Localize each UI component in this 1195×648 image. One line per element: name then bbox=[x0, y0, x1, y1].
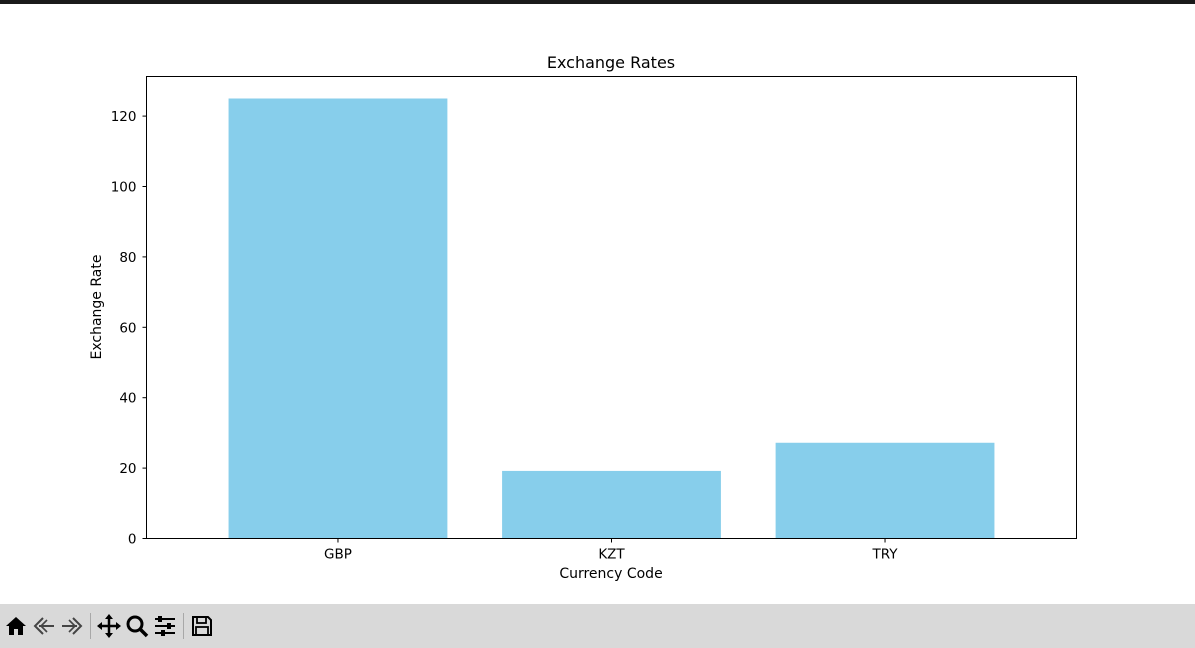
pan-button[interactable] bbox=[95, 611, 123, 641]
bar-gbp bbox=[228, 98, 448, 539]
navigation-toolbar bbox=[0, 604, 1195, 648]
back-icon bbox=[33, 617, 54, 635]
y-tick-label: 20 bbox=[119, 461, 136, 477]
y-tick-label: 40 bbox=[119, 391, 136, 407]
y-axis-label: Exchange Rate bbox=[89, 255, 105, 360]
home-icon bbox=[6, 617, 26, 635]
pan-icon bbox=[97, 614, 121, 638]
y-tick-label: 80 bbox=[119, 250, 136, 266]
back-button[interactable] bbox=[30, 611, 58, 641]
bar-try bbox=[775, 442, 995, 539]
y-tick-label: 100 bbox=[111, 180, 137, 196]
save-icon bbox=[192, 616, 212, 636]
forward-button[interactable] bbox=[58, 611, 86, 641]
window-top-border bbox=[0, 0, 1195, 4]
configure-icon bbox=[155, 616, 175, 636]
toolbar-separator bbox=[90, 613, 91, 639]
y-tick-label: 120 bbox=[111, 109, 137, 125]
x-tick-label-kzt: KZT bbox=[598, 547, 625, 563]
save-button[interactable] bbox=[188, 611, 216, 641]
chart-title: Exchange Rates bbox=[547, 53, 675, 72]
forward-icon bbox=[62, 617, 83, 635]
home-button[interactable] bbox=[2, 611, 30, 641]
y-axis-ticks: 0 20 40 60 80 100 120 bbox=[111, 109, 147, 548]
y-tick-label: 0 bbox=[128, 532, 137, 548]
toolbar-separator bbox=[183, 613, 184, 639]
bars-group bbox=[228, 98, 995, 539]
bar-kzt bbox=[502, 470, 721, 539]
x-tick-label-gbp: GBP bbox=[324, 547, 352, 563]
figure-canvas: Exchange Rates 0 20 40 60 80 100 120 GBP KZT TRY… bbox=[0, 4, 1195, 604]
configure-subplots-button[interactable] bbox=[151, 611, 179, 641]
x-axis-label: Currency Code bbox=[559, 566, 662, 582]
bar-chart: Exchange Rates 0 20 40 60 80 100 120 GBP KZT TRY… bbox=[89, 53, 1077, 582]
zoom-button[interactable] bbox=[123, 611, 151, 641]
zoom-icon bbox=[126, 615, 149, 638]
y-tick-label: 60 bbox=[119, 320, 136, 336]
x-tick-label-try: TRY bbox=[872, 547, 899, 563]
x-axis-ticks: GBP KZT TRY bbox=[324, 538, 899, 563]
